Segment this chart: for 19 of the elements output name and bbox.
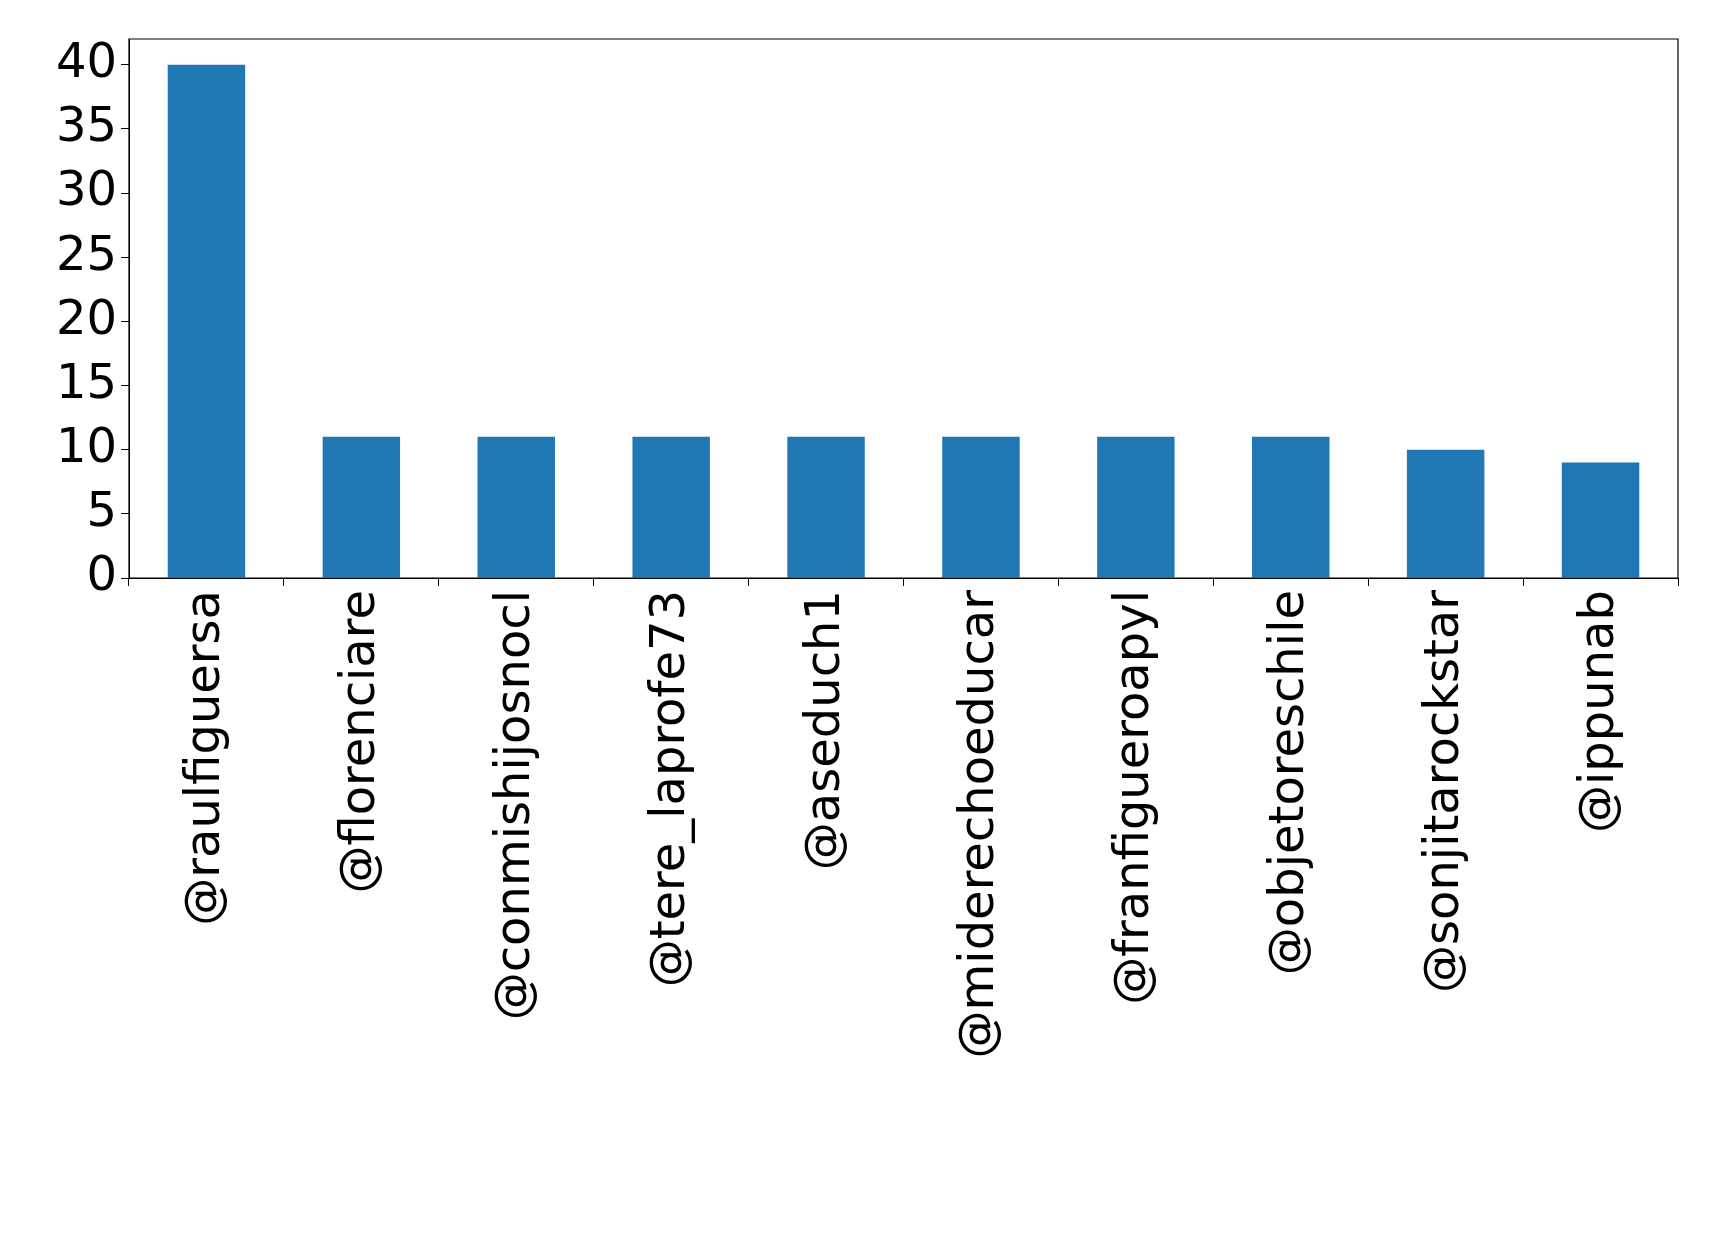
x-tick-label: @sonjitarockstar bbox=[1413, 589, 1470, 993]
x-tick-label: @aseduch1 bbox=[793, 590, 850, 871]
x-tick-label: @miderechoeducar bbox=[948, 589, 1005, 1059]
x-tick-label: @conmishijosnocl bbox=[483, 590, 540, 1021]
y-tick-label: 10 bbox=[55, 417, 117, 474]
x-tick-label: @tere_laprofe73 bbox=[638, 590, 695, 988]
x-tick-label: @ippunab bbox=[1568, 590, 1625, 833]
y-tick-label: 5 bbox=[86, 481, 117, 538]
x-tick-label: @franfigueroapyl bbox=[1103, 590, 1160, 1005]
x-tick-label: @raulfiguersa bbox=[173, 590, 230, 926]
y-tick-label: 0 bbox=[86, 545, 117, 602]
y-tick-label: 25 bbox=[55, 224, 117, 281]
y-tick-label: 35 bbox=[55, 96, 117, 153]
y-tick-label: 30 bbox=[55, 160, 117, 217]
y-tick-label: 15 bbox=[55, 352, 117, 409]
y-tick-label: 40 bbox=[55, 32, 117, 89]
x-tick-label: @florenciare bbox=[328, 590, 385, 894]
y-tick-label: 20 bbox=[55, 288, 117, 345]
x-tick-label: @objetoreschile bbox=[1258, 590, 1315, 976]
